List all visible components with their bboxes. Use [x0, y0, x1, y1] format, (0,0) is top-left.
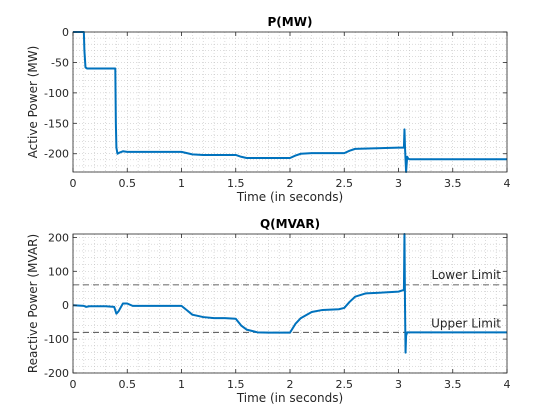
plot0-xtick-label: 1 — [178, 177, 185, 190]
plot0-ytick-label: -200 — [44, 148, 69, 161]
plot0-xtick-label: 2 — [287, 177, 294, 190]
plot0-title: P(MW) — [268, 15, 313, 29]
plot1-limit-label-1: Upper Limit — [431, 316, 501, 330]
plot1-ytick-label: -100 — [44, 333, 69, 346]
plot0-ytick-label: -100 — [44, 87, 69, 100]
plot0-ytick-label: 0 — [62, 26, 69, 39]
plot0-ytick-label: -150 — [44, 117, 69, 130]
plot0-xtick-label: 3 — [395, 177, 402, 190]
plot0-xtick-label: 0.5 — [119, 177, 137, 190]
plot1-xtick-label: 1.5 — [227, 378, 245, 391]
plot0-ytick-label: -50 — [51, 56, 69, 69]
plot1-xlabel: Time (in seconds) — [236, 391, 343, 405]
chart-active-power: 0 0.5 1 1.5 2 2.5 3 3.5 4 0 -50 -100 -150 -200 P(MW) Ti… — [26, 15, 511, 204]
plot1-xtick-label: 4 — [504, 378, 511, 391]
plot1-xtick-label: 3 — [395, 378, 402, 391]
plot0-grid — [72, 31, 508, 173]
plot0-ylabel: Active Power (MW) — [26, 46, 40, 159]
plot0-xtick-label: 3.5 — [444, 177, 462, 190]
plot1-xtick-label: 2.5 — [336, 378, 354, 391]
plot1-title: Q(MVAR) — [260, 217, 320, 231]
plot1-xtick-label: 0.5 — [119, 378, 137, 391]
plot0-xtick-label: 4 — [504, 177, 511, 190]
plot1-limit-label-0: Lower Limit — [431, 268, 501, 282]
plot1-ytick-label: 200 — [48, 231, 69, 244]
plot1-ylabel: Reactive Power (MVAR) — [26, 234, 40, 373]
plot1-xtick-label: 3.5 — [444, 378, 462, 391]
plot0-xlabel: Time (in seconds) — [236, 190, 343, 204]
plot1-xtick-label: 0 — [70, 378, 77, 391]
plot1-series-line-0 — [72, 233, 507, 354]
plot0-series-line-0 — [73, 31, 507, 173]
plot1-xtick-label: 1 — [178, 378, 185, 391]
plot1-ytick-label: 100 — [48, 265, 69, 278]
plot0-xtick-label: 0 — [70, 177, 77, 190]
plot1-ytick-label: 0 — [62, 299, 69, 312]
plot1-xtick-label: 2 — [287, 378, 294, 391]
plot0-xtick-label: 2.5 — [336, 177, 354, 190]
plot0-xtick-label: 1.5 — [227, 177, 245, 190]
plot1-ytick-label: -200 — [44, 367, 69, 380]
chart-reactive-power: Lower Limit Upper Limit 0 0.5 1 1.5 2 2.5 3 3.5 4 2… — [26, 217, 511, 405]
